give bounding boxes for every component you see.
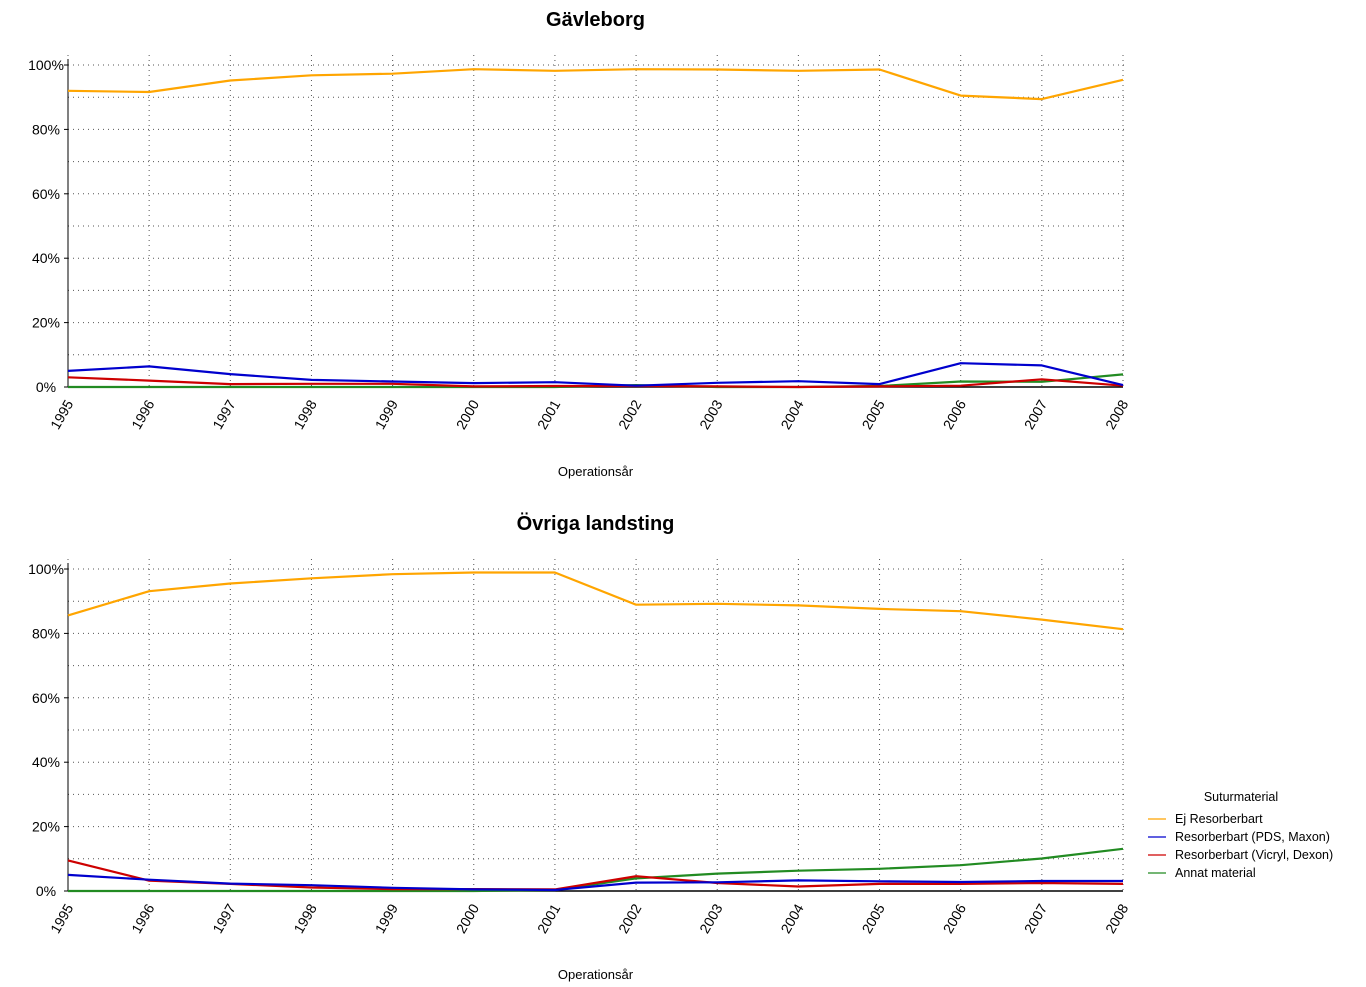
x-tick-label: 2003 <box>696 397 726 432</box>
x-tick-label: 1999 <box>372 397 402 432</box>
y-tick-label: 100% <box>28 561 64 577</box>
x-tick-label: 2006 <box>940 901 970 936</box>
x-tick-label: 2007 <box>1021 397 1051 432</box>
x-tick-label: 2005 <box>858 901 888 936</box>
x-axis-label: Operationsår <box>558 967 634 982</box>
legend-item-label: Resorberbart (Vicryl, Dexon) <box>1175 848 1333 862</box>
legend-title: Suturmaterial <box>1204 790 1278 804</box>
x-tick-label: 2008 <box>1102 397 1132 432</box>
x-tick-label: 2004 <box>777 397 807 432</box>
y-tick-label: 40% <box>32 250 60 266</box>
x-tick-label: 2005 <box>858 397 888 432</box>
y-tick-label: 0% <box>36 379 56 395</box>
y-tick-label: 100% <box>28 57 64 73</box>
x-tick-label: 2001 <box>534 397 564 432</box>
chart-panel-ovriga-landsting: Övriga landsting 0% 20% 40% 60% 80% 100% 1995 19… <box>28 512 1131 982</box>
x-tick-label: 1997 <box>209 901 239 936</box>
legend-item-label: Resorberbart (PDS, Maxon) <box>1175 830 1330 844</box>
series-line-ej-resorberbart <box>68 69 1123 99</box>
x-tick-label: 2003 <box>696 901 726 936</box>
y-tick-label: 20% <box>32 315 60 331</box>
chart-panel-gavleborg: Gävleborg 0% 20% 40% 60% 80% 100% 1995 1996 1997 1… <box>28 9 1131 479</box>
x-tick-label: 1996 <box>128 397 158 432</box>
x-tick-label: 1995 <box>47 397 77 432</box>
y-tick-label: 60% <box>32 690 60 706</box>
x-tick-label: 2007 <box>1021 901 1051 936</box>
y-tick-label: 80% <box>32 625 60 641</box>
legend-item-label: Ej Resorberbart <box>1175 812 1263 826</box>
x-tick-label: 1999 <box>372 901 402 936</box>
x-tick-label: 2006 <box>940 397 970 432</box>
series-line-ej-resorberbart <box>68 573 1123 630</box>
y-tick-label: 20% <box>32 819 60 835</box>
y-tick-label: 0% <box>36 883 56 899</box>
x-tick-label: 2002 <box>615 901 645 936</box>
x-axis-label: Operationsår <box>558 464 634 479</box>
chart-title: Övriga landsting <box>517 512 675 535</box>
x-tick-label: 1996 <box>128 901 158 936</box>
x-tick-label: 2008 <box>1102 901 1132 936</box>
y-tick-label: 60% <box>32 186 60 202</box>
x-tick-label: 2000 <box>453 397 483 432</box>
x-tick-label: 1998 <box>290 397 320 432</box>
chart-title: Gävleborg <box>546 9 645 31</box>
x-tick-label: 1998 <box>290 901 320 936</box>
x-tick-label: 2004 <box>777 901 807 936</box>
x-tick-label: 2000 <box>453 901 483 936</box>
legend: Suturmaterial Ej Resorberbart Resorberbart… <box>1148 790 1333 880</box>
y-tick-label: 40% <box>32 754 60 770</box>
x-tick-label: 1995 <box>47 901 77 936</box>
x-tick-label: 1997 <box>209 397 239 432</box>
x-tick-label: 2001 <box>534 901 564 936</box>
y-tick-label: 80% <box>32 121 60 137</box>
x-tick-label: 2002 <box>615 397 645 432</box>
legend-item-label: Annat material <box>1175 866 1256 880</box>
